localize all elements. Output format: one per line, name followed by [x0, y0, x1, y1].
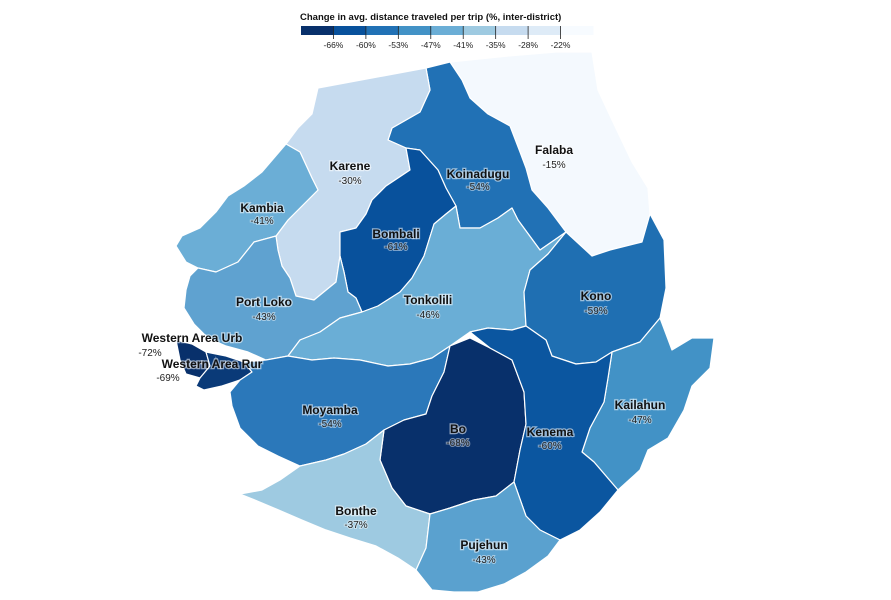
district-name-moyamba: Moyamba — [302, 403, 358, 417]
legend-tick-label: -35% — [486, 40, 506, 50]
district-name-kenema: Kenema — [527, 425, 574, 439]
legend-tick-label: -22% — [551, 40, 571, 50]
district-value-western-area-urban: -72% — [138, 348, 161, 359]
district-name-western-area-urban: Western Area Urb — [142, 331, 243, 345]
district-value-bombali: -61% — [384, 242, 407, 253]
legend-swatch — [463, 26, 497, 35]
legend-tick-label: -66% — [324, 40, 344, 50]
district-value-bonthe: -37% — [344, 520, 367, 531]
legend-tick-label: -60% — [356, 40, 376, 50]
legend-title: Change in avg. distance traveled per tri… — [300, 12, 562, 23]
legend-swatch — [560, 26, 594, 35]
district-name-pujehun: Pujehun — [460, 538, 507, 552]
district-label-layer: Falaba-15%Koinadugu-54%Karene-30%Kambia-… — [137, 142, 666, 567]
district-name-karene: Karene — [330, 159, 371, 173]
district-name-tonkolili: Tonkolili — [404, 293, 452, 307]
district-value-tonkolili: -46% — [416, 310, 439, 321]
legend-swatch — [301, 26, 334, 35]
district-value-western-area-rural: -69% — [156, 373, 179, 384]
legend-swatch — [495, 26, 529, 35]
district-kenema[interactable] — [469, 325, 619, 541]
legend-swatch — [398, 26, 432, 35]
district-name-bonthe: Bonthe — [335, 504, 377, 518]
legend-color-bar: -66% -60% -53% -47% -41% -35% -28% -22% — [301, 26, 594, 50]
legend-tick-label: -41% — [453, 40, 473, 50]
district-name-koinadugu: Koinadugu — [447, 167, 510, 181]
district-value-karene: -30% — [338, 176, 361, 187]
district-value-kambia: -41% — [250, 216, 273, 227]
district-name-bombali: Bombali — [372, 227, 419, 241]
legend-swatch — [528, 26, 562, 35]
legend-tick-label: -53% — [388, 40, 408, 50]
district-name-port-loko: Port Loko — [236, 295, 292, 309]
district-value-koinadugu: -54% — [466, 182, 489, 193]
district-value-kailahun: -47% — [628, 415, 651, 426]
legend-tick-label: -28% — [518, 40, 538, 50]
district-pujehun[interactable] — [415, 481, 561, 593]
district-bonthe[interactable] — [239, 429, 431, 571]
district-western-area-rural[interactable] — [195, 351, 253, 391]
district-name-kono: Kono — [581, 289, 612, 303]
district-value-kenema: -60% — [538, 441, 561, 452]
district-name-kambia: Kambia — [240, 201, 284, 215]
district-name-western-area-rural: Western Area Rur — [162, 357, 263, 371]
legend-swatch — [430, 26, 464, 35]
legend-swatch — [365, 26, 399, 35]
district-value-pujehun: -43% — [472, 555, 495, 566]
district-value-kono: -59% — [584, 306, 607, 317]
district-value-port-loko: -43% — [252, 312, 275, 323]
legend-tick-label: -47% — [421, 40, 441, 50]
legend: Change in avg. distance traveled per tri… — [300, 12, 600, 27]
district-name-kailahun: Kailahun — [615, 398, 666, 412]
district-value-falaba: -15% — [542, 160, 565, 171]
district-value-moyamba: -54% — [318, 419, 341, 430]
district-name-falaba: Falaba — [535, 143, 573, 157]
legend-swatch — [333, 26, 367, 35]
district-name-bo: Bo — [450, 422, 466, 436]
district-value-bo: -68% — [446, 438, 469, 449]
